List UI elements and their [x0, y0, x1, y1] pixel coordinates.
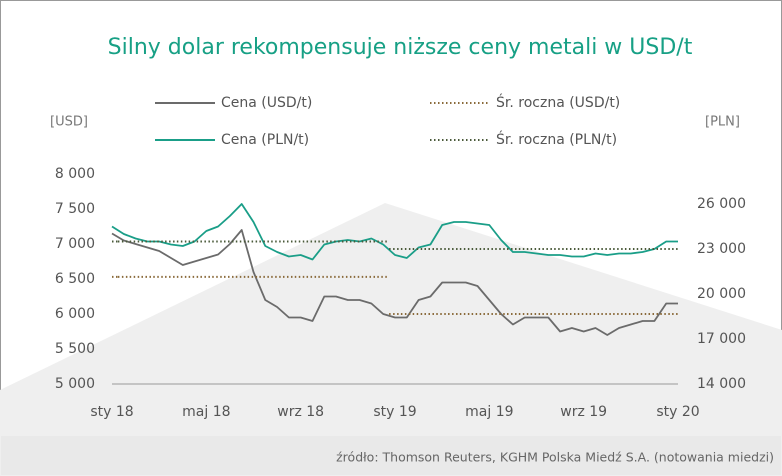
legend-label: Śr. roczna (PLN/t) [496, 130, 617, 148]
y-tick-label: 7 500 [55, 201, 95, 217]
x-tick-label: sty 20 [656, 404, 699, 420]
y2-tick-label: 14 000 [697, 376, 746, 392]
y-tick-label: 8 000 [55, 166, 95, 182]
x-tick-label: maj 18 [182, 404, 230, 420]
y-tick-label: 6 500 [55, 271, 95, 287]
x-tick-label: wrz 18 [277, 404, 324, 420]
legend-label: Cena (PLN/t) [221, 132, 309, 148]
y-tick-label: 5 500 [55, 341, 95, 357]
y2-axis-label: [PLN] [705, 115, 740, 130]
footer-band [1, 436, 781, 475]
price-line [111, 203, 678, 261]
x-tick-label: sty 18 [90, 404, 133, 420]
y-tick-label: 5 000 [55, 376, 95, 392]
x-tick-label: sty 19 [373, 404, 416, 420]
y2-tick-label: 26 000 [697, 196, 746, 212]
legend-label: Śr. roczna (USD/t) [496, 93, 620, 111]
x-tick-label: wrz 19 [560, 404, 607, 420]
y2-tick-label: 20 000 [697, 286, 746, 302]
source: źródło: Thomson Reuters, KGHM Polska Mie… [336, 450, 774, 465]
x-tick-label: maj 19 [465, 404, 513, 420]
background-shape [0, 203, 782, 476]
legend-label: Cena (USD/t) [221, 95, 312, 111]
y-tick-label: 7 000 [55, 236, 95, 252]
price-line [111, 229, 678, 336]
chart-title: Silny dolar rekompensuje niższe ceny met… [108, 35, 693, 60]
y-axis-label: [USD] [50, 115, 88, 130]
y-tick-label: 6 000 [55, 306, 95, 322]
y2-tick-label: 23 000 [697, 241, 746, 257]
y2-tick-label: 17 000 [697, 331, 746, 347]
